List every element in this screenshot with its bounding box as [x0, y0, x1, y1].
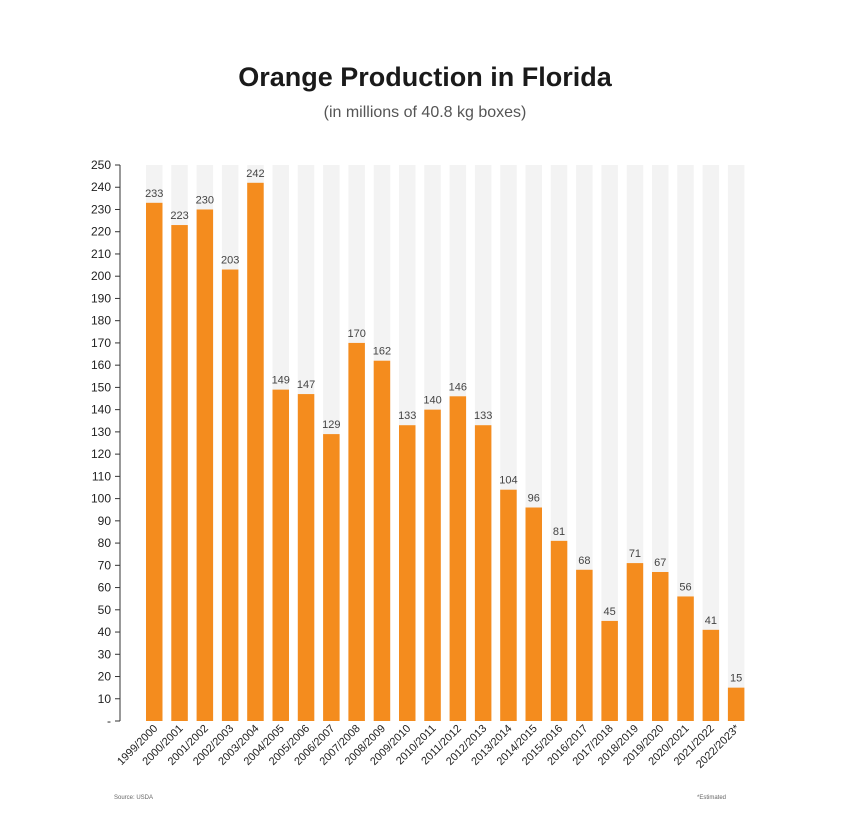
data-label: 140 [423, 395, 441, 407]
data-label: 71 [629, 548, 641, 560]
bar [576, 569, 593, 721]
data-label: 15 [730, 673, 742, 685]
source-note: Source: USDA [114, 795, 154, 801]
column-background [601, 165, 618, 721]
bar [221, 269, 239, 721]
y-tick-label: 130 [91, 425, 111, 439]
bar [677, 596, 694, 721]
bar [727, 687, 745, 721]
data-label: 242 [246, 168, 264, 180]
data-label: 96 [528, 492, 540, 504]
bar [424, 409, 441, 721]
y-tick-label: 50 [98, 603, 112, 617]
y-tick-label: 160 [91, 358, 111, 372]
bar [323, 434, 340, 721]
y-tick-label: 40 [98, 625, 112, 639]
data-label: 203 [221, 255, 239, 267]
bar [297, 394, 315, 721]
y-tick-label: 210 [91, 247, 111, 261]
data-label: 45 [604, 606, 616, 618]
chart-title: Orange Production in Florida [238, 62, 612, 92]
data-label: 149 [272, 375, 290, 387]
column-background [727, 165, 745, 721]
data-label: 223 [170, 210, 188, 222]
y-tick-label: 100 [91, 492, 111, 506]
data-label: 41 [705, 615, 717, 627]
data-label: 68 [578, 555, 590, 567]
data-label: 67 [654, 557, 666, 569]
data-label: 56 [679, 581, 691, 593]
data-label: 129 [322, 419, 340, 431]
column-background [677, 165, 694, 721]
y-tick-label: 120 [91, 447, 111, 461]
y-tick-label: 90 [98, 514, 112, 528]
y-tick-label: 10 [98, 692, 112, 706]
estimated-note: *Estimated [697, 795, 727, 801]
bar [399, 425, 416, 721]
bar [500, 489, 517, 721]
y-tick-label: 110 [92, 469, 111, 483]
data-label: 233 [145, 188, 163, 200]
bar [146, 202, 163, 722]
data-label: 133 [474, 410, 492, 422]
bar [348, 342, 365, 721]
y-tick-label: 230 [91, 202, 111, 216]
y-tick-label: 190 [91, 291, 111, 305]
bar [171, 225, 188, 721]
data-label: 104 [499, 475, 517, 487]
bar [525, 507, 542, 721]
column-background [702, 165, 720, 721]
bar [373, 360, 391, 721]
data-label: 230 [196, 194, 214, 206]
y-tick-label: 240 [91, 180, 111, 194]
data-label: 133 [398, 410, 416, 422]
y-tick-label: 20 [98, 670, 112, 684]
bar [601, 620, 618, 721]
bar [196, 209, 214, 722]
y-tick-label: 180 [91, 314, 111, 328]
bar [474, 425, 492, 721]
bar [626, 563, 644, 721]
bar [702, 629, 720, 721]
y-tick-label: - [107, 714, 111, 728]
bar [247, 182, 264, 722]
bar [652, 571, 669, 721]
data-label: 146 [449, 381, 467, 393]
y-tick-label: 250 [91, 158, 111, 172]
data-label: 147 [297, 379, 315, 391]
bar [550, 540, 568, 721]
bar [272, 389, 289, 721]
bar [449, 396, 467, 721]
y-tick-label: 220 [91, 225, 111, 239]
y-tick-label: 170 [91, 336, 111, 350]
data-label: 162 [373, 346, 391, 358]
y-tick-label: 80 [98, 536, 112, 550]
y-tick-label: 30 [98, 647, 112, 661]
y-tick-label: 150 [91, 380, 111, 394]
y-tick-label: 140 [91, 403, 111, 417]
chart-subtitle: (in millions of 40.8 kg boxes) [323, 104, 527, 121]
y-tick-label: 60 [98, 581, 112, 595]
data-label: 81 [553, 526, 565, 538]
y-tick-label: 200 [91, 269, 111, 283]
y-tick-label: 70 [98, 558, 112, 572]
data-label: 170 [347, 328, 365, 340]
